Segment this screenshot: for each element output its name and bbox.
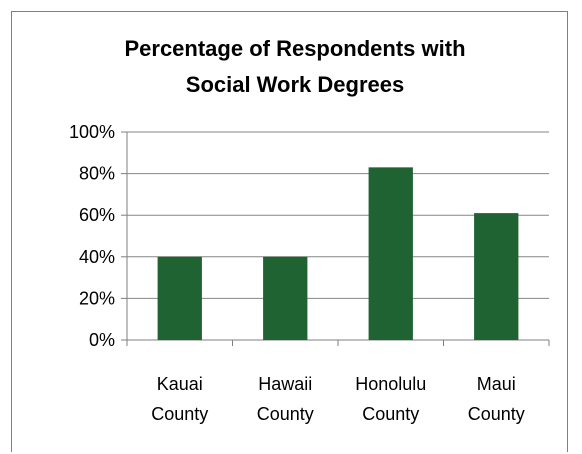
x-category-label: County [151,404,208,424]
bar [263,256,308,340]
x-category-label: Maui [477,374,516,394]
y-tick-label: 20% [79,288,115,308]
y-tick-label: 80% [79,164,115,184]
x-category-label: Honolulu [355,374,426,394]
x-category-label: County [468,404,525,424]
x-category-label: Kauai [157,374,203,394]
y-tick-label: 60% [79,205,115,225]
axis-labels: 0% 20% 40% 60% 80% 100% Kauai County Hawaii Count… [69,122,525,424]
bar [474,213,519,340]
y-tick-label: 100% [69,122,115,142]
bar [157,256,202,340]
y-tick-label: 0% [89,330,115,350]
y-tick-label: 40% [79,247,115,267]
bars [157,167,519,340]
chart-title-line-1: Percentage of Respondents with [124,36,465,61]
chart-title-line-2: Social Work Degrees [186,72,404,97]
bar [368,167,413,340]
x-category-label: County [362,404,419,424]
x-category-label: County [257,404,314,424]
x-category-label: Hawaii [258,374,312,394]
